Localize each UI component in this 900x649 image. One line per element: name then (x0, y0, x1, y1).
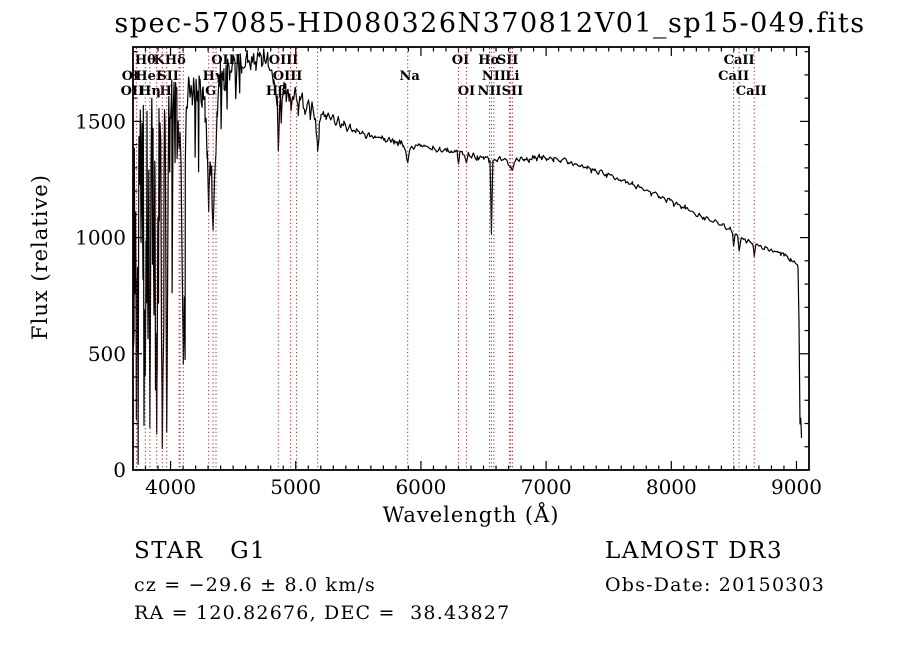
spectral-line-label: OI (452, 53, 469, 68)
spectral-line-label: OIII (273, 69, 303, 84)
spectral-line-label: Hβ (266, 84, 287, 99)
spectral-line-label: NII (477, 84, 501, 99)
y-tick-label: 1000 (75, 226, 126, 250)
y-axis-label: Flux (relative) (28, 174, 52, 340)
spectral-line-label: OI (122, 69, 139, 84)
annotation-class: STAR G1 (134, 538, 267, 564)
x-tick-label: 9000 (771, 475, 822, 499)
spectral-line-label: Li (505, 69, 519, 84)
spectral-line-label: H (160, 84, 172, 99)
spectral-line-label: SII (497, 53, 519, 68)
spectral-line-label: Hη (139, 84, 161, 99)
x-tick-label: 5000 (270, 475, 321, 499)
spectral-line-label: CaII (736, 84, 767, 99)
y-tick-label: 0 (113, 458, 126, 482)
spectral-line-label: Hδ (165, 53, 186, 68)
x-tick-label: 8000 (646, 475, 697, 499)
spectral-line-label: SII (502, 84, 524, 99)
spectrum-trace (132, 48, 803, 465)
plot-title: spec-57085-HD080326N370812V01_sp15-049.f… (114, 8, 866, 39)
plot-border (132, 46, 810, 471)
annotation-cz: cz = −29.6 ± 8.0 km/s (134, 574, 377, 596)
spectral-line-label: NII (482, 69, 506, 84)
y-tick-label: 500 (88, 342, 126, 366)
spectral-line-label: SII (157, 69, 179, 84)
spectral-line-label: G (205, 84, 216, 99)
x-tick-label: 4000 (145, 475, 196, 499)
annotation-survey: LAMOST DR3 (605, 538, 784, 564)
x-axis-label: Wavelength (Å) (382, 503, 560, 527)
spectral-line-label: Na (400, 69, 421, 84)
spectral-line-label: CaII (718, 69, 749, 84)
spectral-line-label: HeI (135, 69, 162, 84)
spectral-line-label: OI (458, 84, 475, 99)
annotation-obs-date: Obs-Date: 20150303 (605, 574, 826, 596)
annotation-radec: RA = 120.82676, DEC = 38.43827 (134, 602, 511, 624)
spectral-line-label: OIII (269, 53, 299, 68)
x-tick-label: 7000 (521, 475, 572, 499)
y-tick-label: 1500 (75, 109, 126, 133)
x-tick-label: 6000 (395, 475, 446, 499)
